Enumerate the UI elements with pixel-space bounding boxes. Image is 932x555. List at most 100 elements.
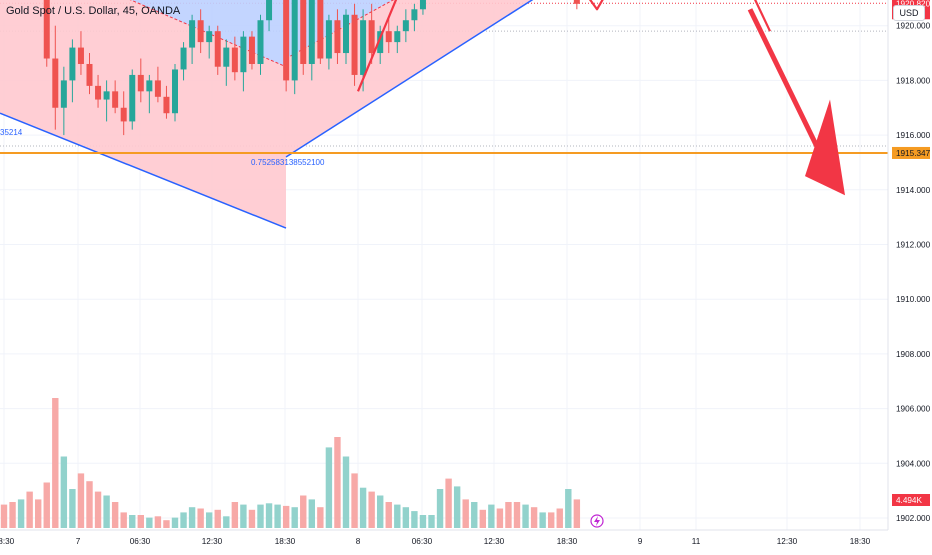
volume-bar xyxy=(342,456,350,528)
candle-body xyxy=(343,14,349,54)
volume-bar xyxy=(436,489,444,528)
candle-body xyxy=(325,20,332,59)
volume-bar xyxy=(548,512,555,528)
x-tick-label: 11 xyxy=(692,537,701,546)
candle-body xyxy=(69,47,76,81)
y-tick-label: 1918.000 xyxy=(896,76,931,85)
channel-mid-line xyxy=(129,0,287,68)
candle-body xyxy=(197,20,204,43)
candle-body xyxy=(60,80,67,108)
volume-bar xyxy=(539,512,546,528)
x-tick-label: 18:30 xyxy=(557,537,578,546)
candle-body xyxy=(334,20,341,54)
candle-body xyxy=(103,91,110,100)
volume-bar xyxy=(573,499,581,528)
volume-bar xyxy=(385,502,392,528)
candle-body xyxy=(248,36,255,64)
candle-body xyxy=(411,9,418,21)
projection-arrow-head xyxy=(805,99,845,196)
channel-label-left: 35214 xyxy=(0,128,23,137)
volume-bar xyxy=(402,507,410,528)
x-tick-label: 8 xyxy=(356,537,361,546)
candle-body xyxy=(180,47,187,70)
volume-bar xyxy=(240,504,247,528)
volume-bar xyxy=(94,491,102,528)
y-tick-label: 1910.000 xyxy=(896,295,931,304)
volume-bar xyxy=(146,517,153,528)
volume-bar xyxy=(351,473,358,528)
volume-bar xyxy=(411,511,418,528)
volume-bar xyxy=(188,507,196,528)
horizontal-levels[interactable] xyxy=(0,0,888,154)
volume-bar xyxy=(471,502,478,528)
x-tick-label: 12:30 xyxy=(484,537,505,546)
y-tick-label: 1902.000 xyxy=(896,514,931,523)
candle-body xyxy=(137,74,144,92)
last-price-label: 1920.820 xyxy=(896,0,931,8)
volume-bar xyxy=(368,491,375,528)
projection-line xyxy=(356,0,771,92)
volume-value-bg xyxy=(892,494,930,506)
candle-body xyxy=(95,85,102,100)
currency-button[interactable]: USD xyxy=(893,5,925,21)
candle-body xyxy=(120,107,127,122)
volume-bar xyxy=(17,499,25,528)
candle-body xyxy=(214,31,221,67)
support-label: 1915.347 xyxy=(896,149,931,158)
volume-bars xyxy=(0,398,581,528)
volume-bar xyxy=(300,495,307,528)
y-tick-label: 1906.000 xyxy=(896,405,931,414)
volume-bar xyxy=(26,491,33,528)
channel-lower-line xyxy=(285,0,534,158)
x-tick-label: 9 xyxy=(638,537,643,546)
time-axis[interactable]: 18:30 7 06:30 12:30 18:30 8 06:30 12:30 18:30 9 11… xyxy=(0,514,888,546)
volume-bar xyxy=(0,504,8,528)
candlesticks xyxy=(43,0,580,136)
volume-bar xyxy=(137,515,144,528)
volume-bar xyxy=(52,398,59,528)
volume-bar xyxy=(394,504,401,528)
volume-bar xyxy=(530,507,538,528)
volume-bar xyxy=(171,517,179,528)
candle-body xyxy=(172,69,178,114)
x-tick-label: 12:30 xyxy=(777,537,798,546)
volume-bar xyxy=(505,502,512,528)
y-tick-label: 1920.000 xyxy=(896,22,931,31)
volume-bar xyxy=(496,508,504,528)
volume-bar xyxy=(274,504,281,528)
chart-title: Gold Spot / U.S. Dollar, 45, OANDA xyxy=(6,5,181,17)
candle-body xyxy=(154,80,161,97)
candle-body xyxy=(385,31,392,43)
projection-path[interactable] xyxy=(356,0,845,196)
candle-body xyxy=(291,0,298,81)
volume-bar xyxy=(69,489,76,528)
candle-body xyxy=(300,0,307,64)
candle-body xyxy=(189,20,196,48)
volume-bar xyxy=(257,504,264,528)
y-tick-label: 1908.000 xyxy=(896,350,931,359)
candle-body xyxy=(360,20,367,75)
candle-body xyxy=(317,0,324,59)
price-axis[interactable]: 1936.0001934.0001932.0001930.0001928.000… xyxy=(887,0,932,550)
volume-bar xyxy=(103,495,110,528)
volume-bar xyxy=(428,515,435,528)
y-tick-label: 1916.000 xyxy=(896,131,931,140)
candle-body xyxy=(206,31,213,43)
volume-bar xyxy=(214,509,221,528)
lightning-icon-glyph xyxy=(594,516,600,526)
volume-bar xyxy=(223,516,230,528)
candle-body xyxy=(86,63,93,86)
candle-body xyxy=(223,47,230,67)
volume-bar xyxy=(77,473,85,528)
volume-bar xyxy=(265,503,273,528)
volume-bar xyxy=(359,487,367,528)
volume-bar xyxy=(248,509,256,528)
volume-bar xyxy=(206,512,213,528)
candle-body xyxy=(308,0,315,64)
candle-body xyxy=(52,58,59,108)
channel-lower-line xyxy=(0,112,287,229)
volume-bar xyxy=(317,507,324,528)
volume-bar xyxy=(291,507,298,528)
